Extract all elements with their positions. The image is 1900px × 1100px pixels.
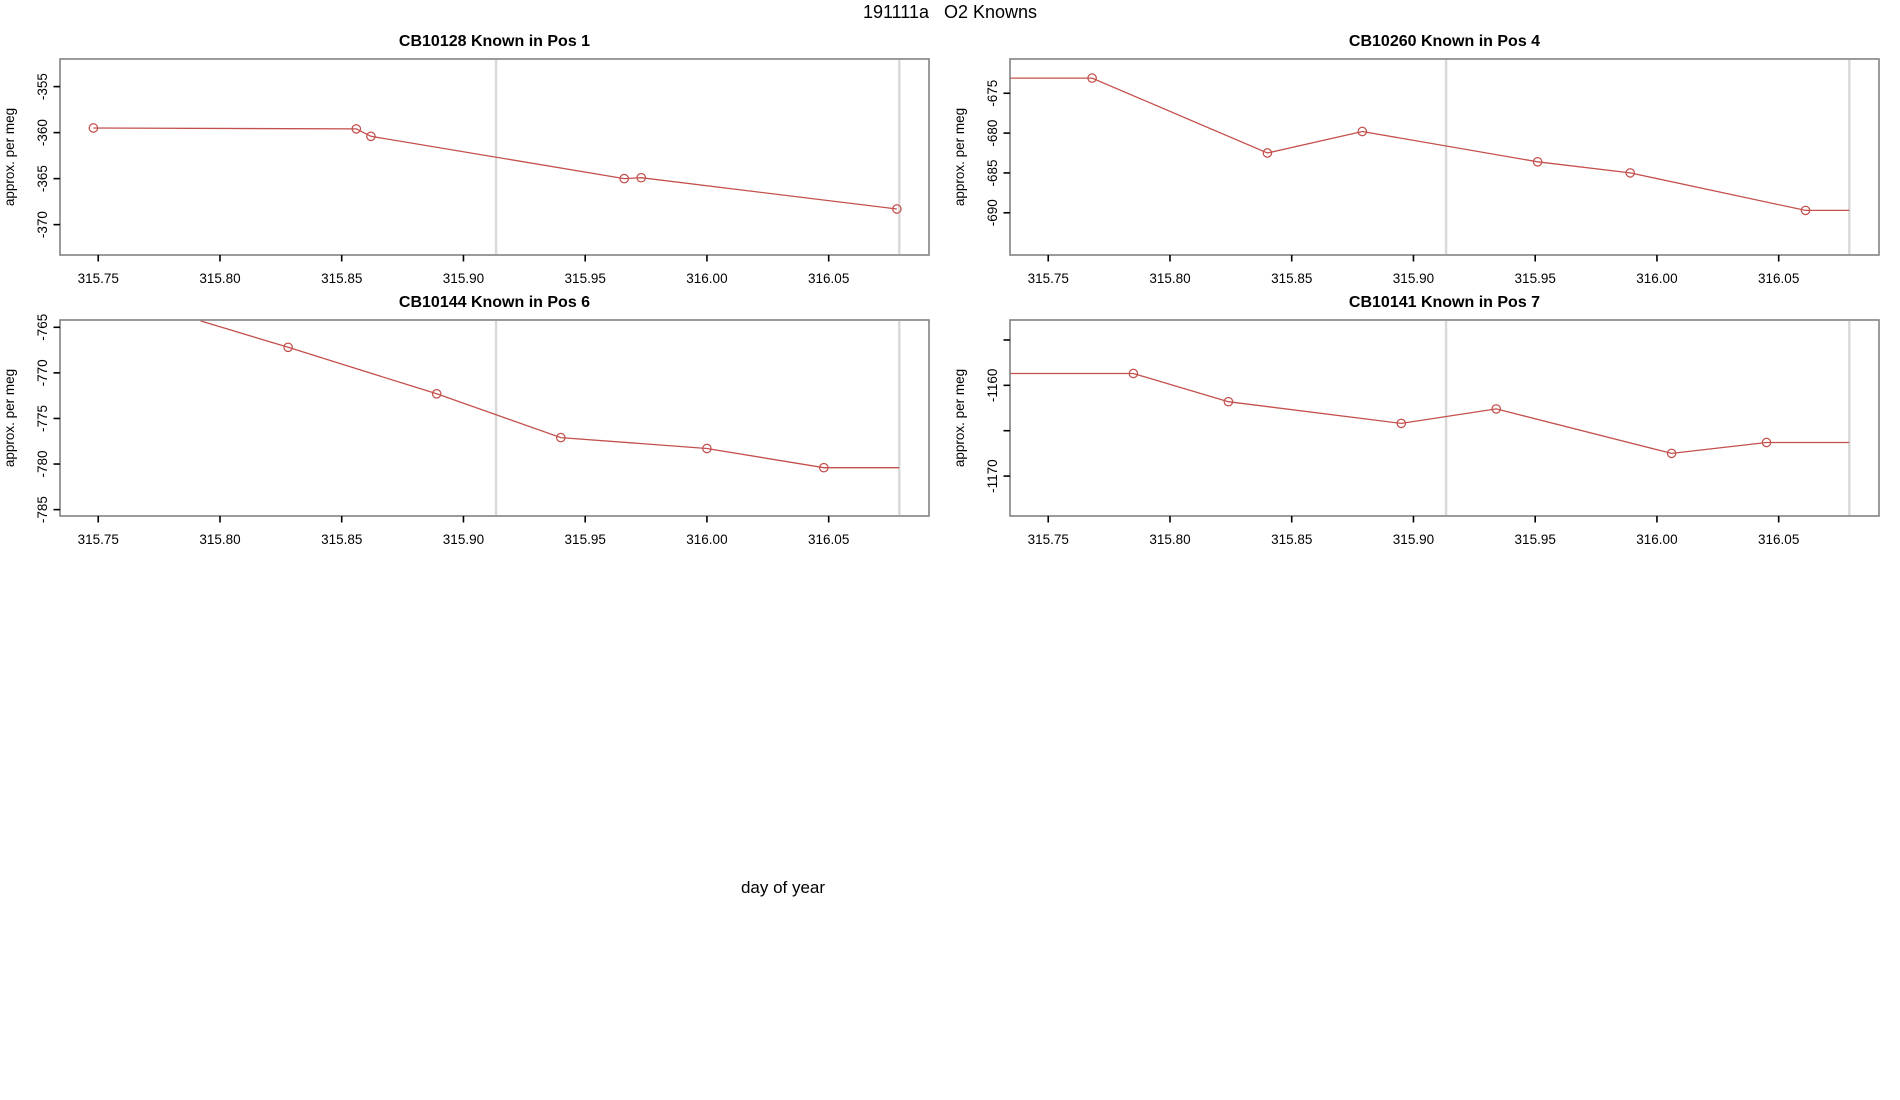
plot-title: CB10260 Known in Pos 4	[1349, 33, 1540, 50]
data-point-marker	[88, 123, 99, 133]
x-axis-tick-label: 316.05	[1758, 532, 1799, 547]
y-axis-tick-label: -1170	[985, 459, 1000, 493]
y-axis-label: approx. per meg	[952, 369, 967, 467]
data-point-marker	[702, 443, 712, 454]
data-point-marker	[619, 173, 630, 184]
x-axis-tick-label: 315.75	[1028, 271, 1069, 286]
x-axis-tick-label: 315.80	[1149, 271, 1190, 286]
x-axis-tick-label: 316.00	[1636, 271, 1677, 286]
data-point-marker	[1625, 168, 1636, 178]
data-point-marker	[555, 432, 566, 443]
y-axis-tick-label: -685	[985, 159, 1000, 186]
plot-CB10128: CB10128 Known in Pos 1 315.75 315.80 315.85…	[0, 24, 940, 316]
x-axis-tick-label: 315.75	[78, 271, 119, 286]
x-axis-tick-label: 316.00	[686, 532, 727, 547]
y-axis-tick-label: -680	[985, 120, 1000, 147]
y-axis-label: approx. per meg	[952, 108, 967, 206]
y-axis-tick-label: -775	[35, 405, 50, 432]
plot-CB10144: CB10144 Known in Pos 6 315.75 315.80 315.85…	[0, 285, 940, 577]
data-point-marker	[636, 172, 647, 183]
data-point-marker	[1491, 404, 1502, 414]
data-point-marker	[1262, 148, 1273, 158]
x-axis-tick-label: 315.80	[199, 271, 240, 286]
plot-background	[0, 285, 940, 577]
x-axis-tick-label: 315.90	[1393, 271, 1434, 286]
x-axis-label: day of year	[740, 878, 826, 897]
y-axis-tick-label: -365	[35, 165, 50, 192]
data-line	[200, 320, 900, 469]
x-axis-tick-label: 315.95	[565, 271, 606, 286]
plot-CB10141: CB10141 Known in Pos 7 315.75 315.80 315.85…	[950, 285, 1890, 577]
x-axis-tick-label: 316.05	[808, 532, 849, 547]
y-axis-tick-label: -785	[35, 496, 50, 523]
x-axis-tick-label: 315.90	[1393, 532, 1434, 547]
plot-title: CB10141 Known in Pos 7	[1349, 294, 1540, 311]
y-axis-tick-label: -765	[35, 314, 50, 341]
x-axis-tick-label: 315.75	[1028, 532, 1069, 547]
plot-background	[950, 285, 1890, 577]
data-point-marker	[1223, 396, 1234, 407]
x-axis-tick-label: 315.75	[78, 532, 119, 547]
x-axis-tick-label: 315.90	[443, 271, 484, 286]
data-line	[93, 127, 897, 210]
x-axis-tick-label: 316.00	[1636, 532, 1677, 547]
x-axis-tick-label: 315.85	[321, 532, 362, 547]
data-point-marker	[1761, 437, 1772, 448]
main-title: 191111a O2 Knowns	[862, 2, 1038, 22]
data-point-marker	[1128, 368, 1139, 379]
data-point-marker	[366, 131, 376, 142]
y-axis-tick-label: -690	[985, 199, 1000, 226]
data-line	[1010, 372, 1850, 455]
plot-title: CB10128 Known in Pos 1	[399, 33, 590, 50]
plot-CB10260: CB10260 Known in Pos 4 315.75 315.80 315.85…	[950, 24, 1890, 316]
data-line	[1010, 77, 1850, 212]
y-axis-tick-label: -360	[35, 119, 50, 146]
plot-background	[0, 24, 940, 316]
data-point-marker	[431, 388, 442, 399]
x-axis-tick-label: 316.00	[686, 271, 727, 286]
x-axis-tick-label: 315.90	[443, 532, 484, 547]
x-axis-tick-label: 315.95	[565, 532, 606, 547]
x-axis-tick-label: 315.85	[1271, 271, 1312, 286]
y-axis-label: approx. per meg	[2, 108, 17, 206]
x-axis-tick-label: 316.05	[808, 271, 849, 286]
x-axis-tick-label: 315.80	[1149, 532, 1190, 547]
x-axis-tick-label: 315.95	[1515, 532, 1556, 547]
x-axis-tick-label: 315.85	[321, 271, 362, 286]
x-axis-tick-label: 316.05	[1758, 271, 1799, 286]
plot-box	[1009, 319, 1880, 517]
data-point-marker	[351, 124, 362, 134]
y-axis-tick-label: -770	[35, 359, 50, 386]
x-axis-tick-label: 315.80	[199, 532, 240, 547]
y-axis-tick-label: -370	[35, 211, 50, 238]
data-point-marker	[892, 204, 902, 214]
data-point-marker	[1532, 156, 1543, 167]
plot-box	[59, 58, 930, 256]
y-axis-tick-label: -1160	[985, 369, 1000, 403]
x-axis-tick-label: 315.95	[1515, 271, 1556, 286]
y-axis-label: approx. per meg	[2, 369, 17, 467]
data-point-marker	[1800, 205, 1811, 216]
plot-title: CB10144 Known in Pos 6	[399, 294, 590, 311]
data-point-marker	[1396, 418, 1407, 429]
plot-box	[1009, 58, 1880, 256]
data-point-marker	[1357, 126, 1368, 137]
data-point-marker	[1087, 73, 1097, 83]
data-point-marker	[818, 462, 829, 473]
plot-background	[950, 24, 1890, 316]
data-point-marker	[283, 342, 293, 353]
data-point-marker	[1666, 448, 1677, 459]
y-axis-tick-label: -355	[35, 73, 50, 100]
y-axis-tick-label: -780	[35, 451, 50, 478]
x-axis-tick-label: 315.85	[1271, 532, 1312, 547]
y-axis-tick-label: -675	[985, 80, 1000, 107]
